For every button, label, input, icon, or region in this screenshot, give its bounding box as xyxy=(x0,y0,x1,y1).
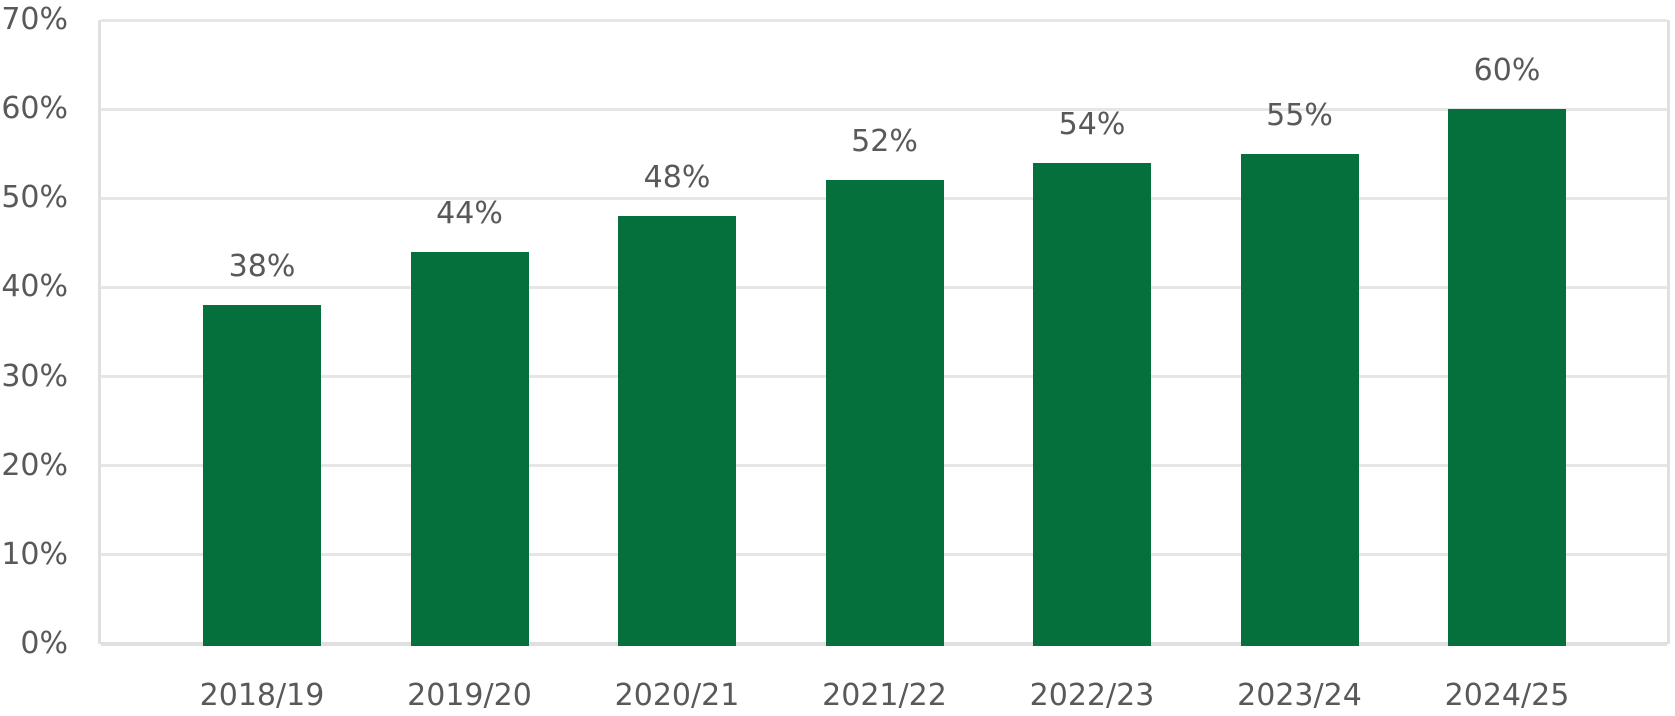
bar-value-label: 44% xyxy=(436,195,503,231)
plot-area: 38% 44% 48% 52% 54% 55% 60% xyxy=(98,18,1670,646)
y-tick-label: 70% xyxy=(1,2,68,37)
y-tick-label: 20% xyxy=(1,447,68,483)
x-tick-label: 2022/23 xyxy=(1029,678,1155,713)
x-tick-label: 2024/25 xyxy=(1444,678,1570,713)
bar-2018/19 xyxy=(203,305,321,646)
y-tick-label: 10% xyxy=(1,536,68,572)
bar-2021/22 xyxy=(825,180,944,646)
bar-2024/25 xyxy=(1448,109,1566,646)
bar-value-label: 54% xyxy=(1058,106,1126,142)
gridline xyxy=(101,107,1667,111)
x-tick-label: 2018/19 xyxy=(199,678,325,713)
bar-value-label: 60% xyxy=(1473,53,1541,89)
bar-value-label: 52% xyxy=(851,124,918,160)
bar-value-label: 48% xyxy=(643,160,711,196)
gridline xyxy=(101,18,1667,22)
x-tick-label: 2021/22 xyxy=(822,678,947,713)
y-tick-label: 30% xyxy=(1,358,68,394)
bar-2020/21 xyxy=(618,216,736,646)
bar-value-label: 55% xyxy=(1266,97,1333,133)
bar-2019/20 xyxy=(410,251,529,646)
y-tick-label: 40% xyxy=(1,269,68,305)
x-tick-label: 2020/21 xyxy=(614,678,740,713)
y-tick-label: 60% xyxy=(1,91,68,127)
bar-value-label: 38% xyxy=(228,249,296,285)
y-tick-label: 0% xyxy=(20,626,68,661)
x-tick-label: 2019/20 xyxy=(407,678,532,713)
x-tick-label: 2023/24 xyxy=(1237,678,1362,713)
bar-2022/23 xyxy=(1033,162,1151,646)
bar-2023/24 xyxy=(1240,153,1359,646)
y-tick-label: 50% xyxy=(1,180,68,216)
